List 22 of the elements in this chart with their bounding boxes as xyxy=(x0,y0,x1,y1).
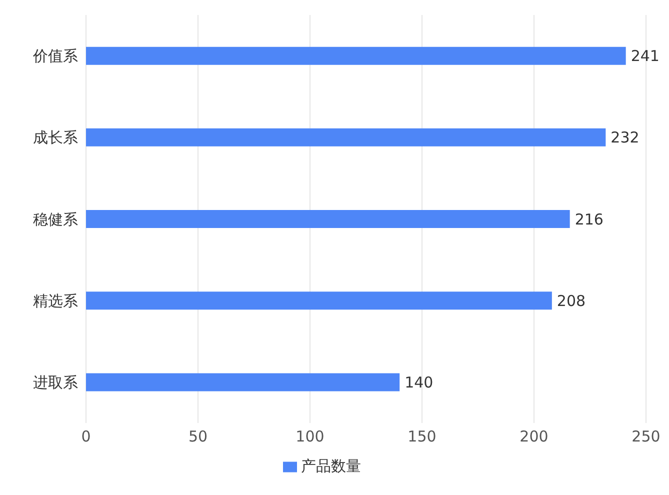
x-tick-label: 200 xyxy=(520,428,548,446)
data-label: 216 xyxy=(574,210,604,228)
legend-label: 产品数量 xyxy=(301,457,361,475)
bar xyxy=(86,292,552,310)
x-tick-label: 100 xyxy=(296,428,324,446)
x-tick-label: 50 xyxy=(188,428,208,446)
x-tick-label: 0 xyxy=(81,428,91,446)
data-label: 140 xyxy=(404,374,434,392)
x-tick-label: 250 xyxy=(632,428,660,446)
y-tick-label: 稳健系 xyxy=(33,210,78,228)
bar xyxy=(86,128,606,146)
bar xyxy=(86,46,626,65)
data-label: 241 xyxy=(630,47,660,66)
bar xyxy=(86,373,400,392)
bar xyxy=(86,210,570,228)
y-tick-label: 进取系 xyxy=(33,374,78,392)
data-label: 208 xyxy=(556,292,586,310)
x-tick-label: 150 xyxy=(408,428,436,446)
data-label: 232 xyxy=(610,128,640,147)
y-tick-label: 成长系 xyxy=(33,128,78,147)
y-tick-label: 价值系 xyxy=(32,47,78,66)
y-tick-label: 精选系 xyxy=(33,292,78,310)
